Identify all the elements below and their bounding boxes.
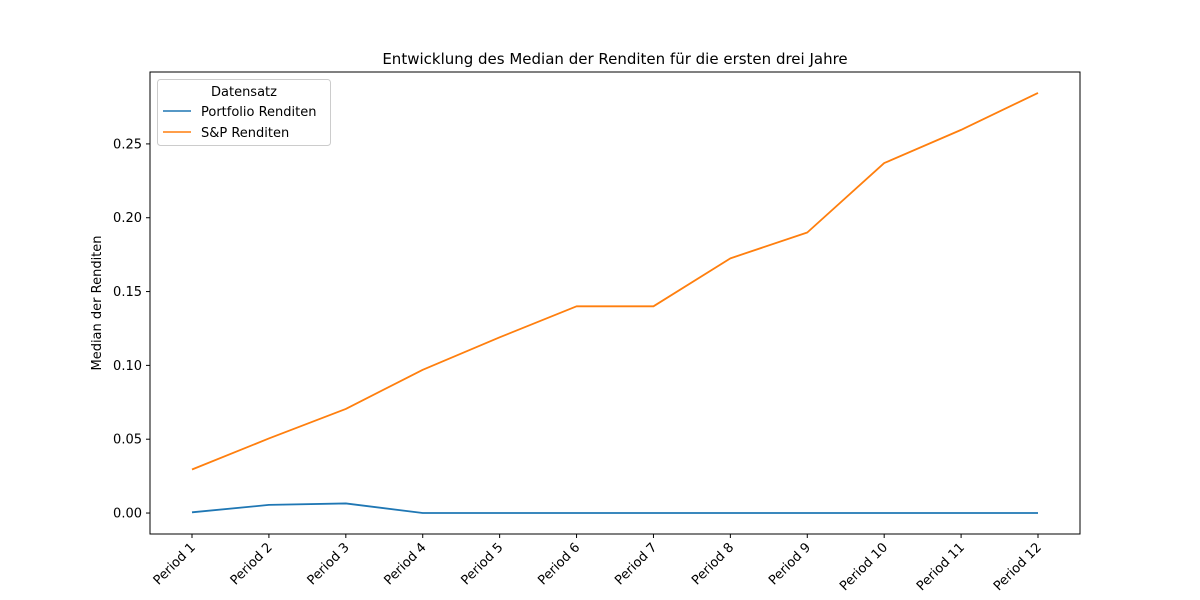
x-tick-label: Period 5 xyxy=(458,540,506,588)
series-layer xyxy=(191,92,1039,514)
y-tick-label: 0.00 xyxy=(113,507,142,522)
x-tick-label: Period 3 xyxy=(305,540,353,588)
x-tick-label: Period 12 xyxy=(991,540,1045,594)
x-tick-label: Period 4 xyxy=(382,540,430,588)
y-tick-label: 0.15 xyxy=(113,285,142,300)
series-line-portfolio-renditen xyxy=(191,502,1038,514)
legend-label-portfolio-renditen: Portfolio Renditen xyxy=(201,105,317,120)
series-line-s-p-renditen xyxy=(191,92,1039,471)
y-tick-label: 0.25 xyxy=(113,137,142,152)
y-axis-ticks: 0.00 0.05 0.10 0.15 0.20 0.25 xyxy=(113,137,150,522)
x-tick-label: Period 9 xyxy=(766,540,814,588)
x-tick-label: Period 11 xyxy=(914,540,968,594)
x-tick-label: Period 6 xyxy=(535,540,583,588)
y-tick-label: 0.20 xyxy=(113,211,142,226)
x-tick-label: Period 10 xyxy=(837,540,891,594)
chart-title: Entwicklung des Median der Renditen für … xyxy=(382,50,847,68)
legend-title: Datensatz xyxy=(211,85,277,100)
x-tick-label: Period 1 xyxy=(151,540,199,588)
x-axis-ticks: Period 1 Period 2 Period 3 Period 4 Period 5… xyxy=(151,534,1045,594)
legend-box xyxy=(157,79,331,146)
legend-label-sp-renditen: S&P Renditen xyxy=(201,126,289,141)
x-tick-label: Period 8 xyxy=(689,540,737,588)
y-tick-label: 0.05 xyxy=(113,433,142,448)
plot-area-frame xyxy=(149,71,1081,535)
x-tick-label: Period 2 xyxy=(228,540,276,588)
y-tick-label: 0.10 xyxy=(113,359,142,374)
y-axis-label: Median der Renditen xyxy=(90,235,105,370)
legend: Datensatz Portfolio Renditen S&P Rendite… xyxy=(157,79,331,146)
x-tick-label: Period 7 xyxy=(612,540,660,588)
